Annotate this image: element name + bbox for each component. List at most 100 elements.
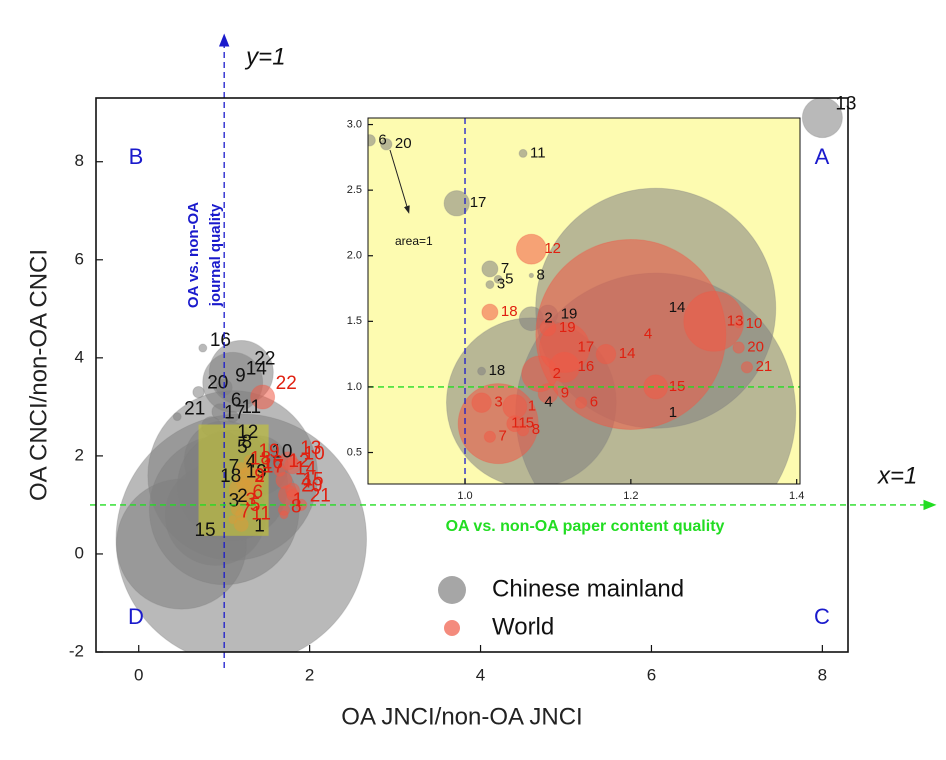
bubble-label: 1	[528, 398, 536, 415]
bubble-label: 12	[544, 240, 561, 257]
bubble-label: 7	[501, 260, 509, 277]
bubble-label: 7	[229, 456, 240, 477]
x-tick-label: 4	[476, 665, 485, 684]
y-tick-label: 0.5	[347, 446, 362, 458]
reference-note-line: journal quality	[207, 203, 224, 307]
bubble-label: 14	[619, 345, 636, 362]
y-tick-label: 4	[75, 347, 84, 366]
bubble-label: 20	[207, 373, 228, 394]
bubble	[275, 471, 293, 489]
x-axis-label: OA JNCI/non-OA JNCI	[341, 703, 582, 730]
bubble-label: 18	[501, 303, 518, 320]
bubble-label: 11	[511, 415, 527, 432]
reference-label: y=1	[244, 43, 285, 70]
bubble-label: 19	[246, 461, 267, 482]
bubble-label: 22	[276, 373, 297, 394]
bubble-label: 21	[756, 358, 773, 375]
bubble-label: 3	[497, 276, 505, 293]
bubble	[643, 374, 669, 400]
bubble-label: 17	[578, 339, 595, 356]
bubble	[537, 383, 559, 404]
y-tick-label: 2.0	[347, 250, 362, 262]
bubble-label: 10	[746, 315, 763, 332]
bubble-label: 14	[295, 458, 317, 479]
bubble-label: 3	[229, 491, 240, 512]
bubble-label: 6	[231, 390, 242, 411]
x-tick-label: 6	[647, 665, 656, 684]
bubble	[518, 148, 528, 158]
bubble	[539, 322, 590, 374]
bubble-label: 18	[220, 466, 241, 487]
y-tick-label: 2	[75, 445, 84, 464]
bubble-label: 15	[302, 469, 323, 490]
y-tick-label: -2	[69, 641, 84, 660]
bubble	[515, 233, 547, 265]
reference-note: OA vs. non-OA paper content quality	[446, 518, 725, 535]
bubble-label: 8	[537, 266, 545, 283]
bubble-label: 14	[246, 358, 268, 379]
bubble-label: 11	[251, 504, 271, 525]
bubble-label: 8	[532, 421, 540, 438]
bubble	[485, 280, 495, 290]
quadrant-label: B	[129, 144, 144, 169]
bubble-label: 19	[559, 319, 576, 336]
bubble-label: 14	[669, 299, 686, 316]
bubble-label: 21	[184, 399, 205, 420]
bubble-label: 1	[254, 515, 265, 536]
legend-label: Chinese mainland	[492, 575, 684, 602]
bubble-label: 2	[237, 486, 248, 507]
quadrant-label: D	[128, 604, 144, 629]
bubble-label: 5	[250, 495, 261, 516]
annotation: area=1	[395, 234, 433, 248]
bubble-label: 11	[530, 144, 546, 161]
bubble-label: 20	[395, 135, 412, 152]
bubble	[493, 274, 503, 284]
bubble-label: 9	[561, 384, 569, 401]
bubble-label: 9	[254, 466, 265, 487]
bubble-label: 21	[310, 485, 331, 506]
legend-marker	[444, 620, 460, 636]
bubble-label: 6	[253, 482, 264, 503]
quadrant-label: A	[815, 144, 830, 169]
y-tick-label: 1.5	[347, 315, 362, 327]
y-axis-label: OA CNCI/non-OA CNCI	[25, 249, 52, 501]
y-tick-label: 0	[75, 543, 84, 562]
bubble-label: 4	[246, 452, 257, 473]
bubble	[380, 138, 393, 151]
bubble	[801, 98, 843, 139]
bubble-label: 18	[250, 449, 271, 470]
bubble-label: 7	[499, 428, 507, 445]
bubble	[595, 343, 617, 365]
bubble-label: 5	[526, 415, 534, 432]
bubble	[443, 190, 470, 217]
bubble-label: 15	[194, 520, 215, 541]
bubble-label: 1	[293, 490, 304, 511]
bubble-label: 22	[254, 349, 275, 370]
bubble	[368, 134, 376, 147]
bubble-label: 13	[835, 94, 856, 115]
y-tick-label: 2.5	[347, 184, 362, 196]
x-tick-label: 0	[134, 665, 143, 684]
bubble-label: 2	[254, 466, 265, 487]
x-tick-label: 8	[818, 665, 827, 684]
y-tick-label: 1.0	[347, 381, 362, 393]
bubble	[481, 303, 499, 321]
bubble-label: 16	[578, 358, 595, 375]
bubble	[740, 361, 754, 374]
bubble-label: 17	[470, 194, 487, 211]
bubble-label: 13	[300, 438, 321, 459]
bubble-label: 15	[669, 378, 686, 395]
bubble-label: 10	[304, 444, 325, 465]
zoom-box	[198, 424, 269, 536]
bubble	[539, 319, 557, 337]
bubble-label: 17	[263, 456, 284, 477]
y-tick-label: 3.0	[347, 118, 362, 130]
bubble-label: 5	[505, 270, 513, 287]
annotation-arrow	[389, 149, 410, 214]
bubble-label: 2	[544, 310, 552, 327]
bubble	[732, 341, 745, 354]
bubble-label: 19	[561, 306, 578, 323]
reference-note-line: OA vs. non-OA	[185, 202, 202, 308]
